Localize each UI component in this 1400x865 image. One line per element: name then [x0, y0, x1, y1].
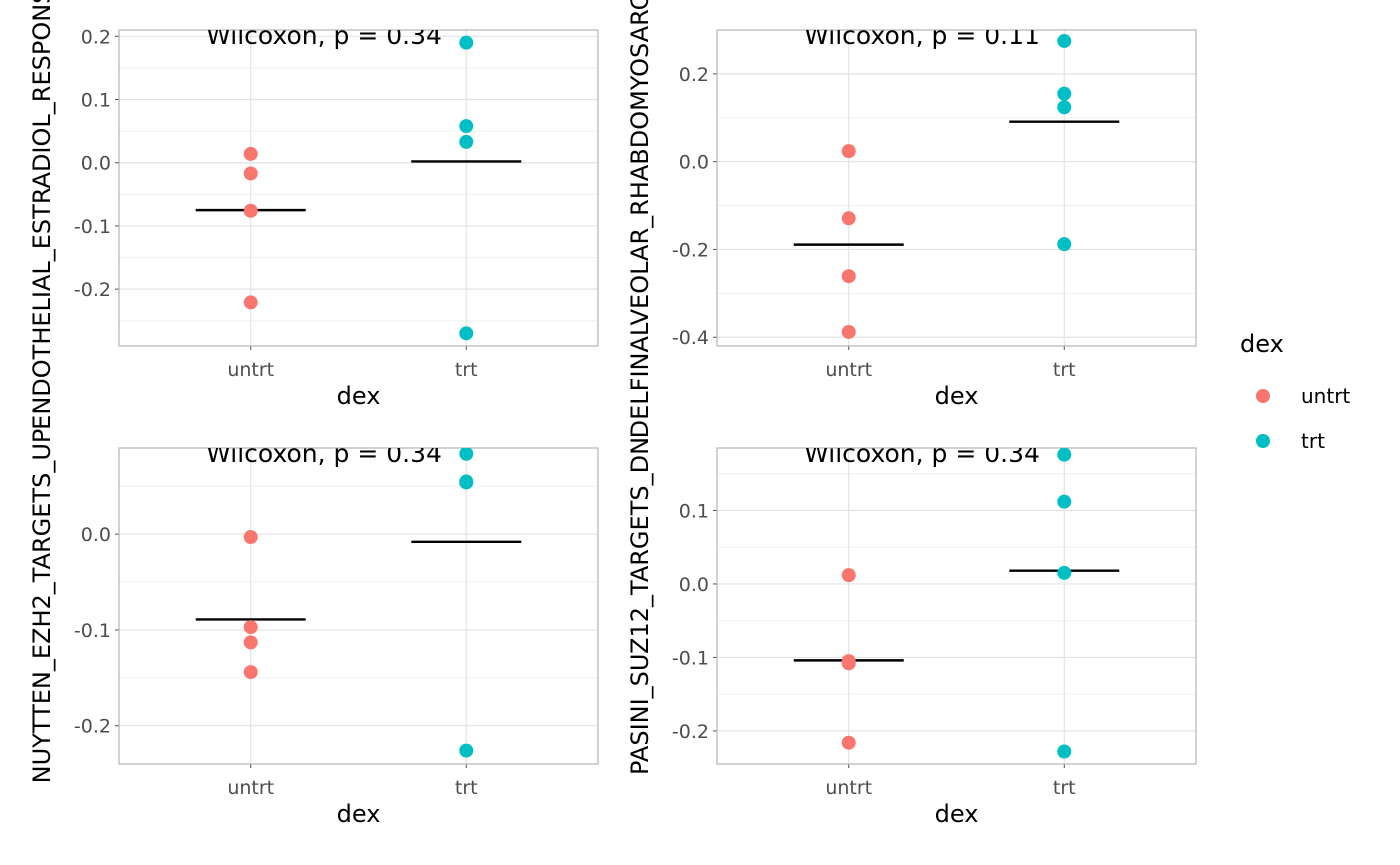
legend-label-untrt: untrt: [1301, 384, 1350, 408]
x-tick-label: untrt: [825, 359, 872, 381]
data-point-untrt: [841, 735, 856, 750]
x-tick-label: trt: [455, 777, 478, 799]
panel-border: [118, 29, 599, 347]
x-axis-title: dex: [337, 800, 381, 828]
data-point-untrt: [243, 203, 258, 218]
panel-4: -0.2 -0.1 0.0 0.1 untrt trt Wilcoxon, p = 0.34…: [626, 437, 1197, 828]
data-point-untrt: [841, 656, 856, 671]
data-point-trt: [1057, 744, 1072, 759]
x-tick-label: trt: [1053, 777, 1076, 799]
data-point-untrt: [841, 324, 856, 339]
panel-1: -0.2 -0.1 0.0 0.1 0.2 untrt trt Wilcoxon, p = 0…: [28, 0, 599, 430]
x-axis-title: dex: [935, 382, 979, 410]
data-point-trt: [459, 35, 474, 50]
panel-3: -0.2 -0.1 0.0 untrt trt Wilcoxon, p = 0.34 dex…: [28, 429, 599, 828]
legend-key-trt: [1256, 434, 1270, 448]
y-tick-label: -0.2: [74, 716, 111, 738]
data-point-trt: [1057, 86, 1072, 101]
y-axis-title: NUYTTEN_EZH2_TARGETS_UP: [28, 429, 56, 784]
data-point-untrt: [243, 620, 258, 635]
stat-annotation: Wilcoxon, p = 0.34: [804, 439, 1040, 468]
y-tick-label: -0.2: [672, 239, 709, 261]
x-axis-title: dex: [337, 382, 381, 410]
panel-border: [118, 447, 599, 765]
y-tick-label: 0.0: [81, 524, 111, 546]
stat-annotation: Wilcoxon, p = 0.34: [206, 21, 442, 50]
data-point-trt: [459, 119, 474, 134]
data-point-trt: [1057, 100, 1072, 115]
x-tick-label: trt: [1053, 359, 1076, 381]
y-axis-title: ENDOTHELIAL_ESTRADIOL_RESPONSE_2: [28, 0, 56, 430]
panel-border: [716, 29, 1197, 347]
x-tick-label: untrt: [227, 359, 274, 381]
data-point-trt: [459, 326, 474, 341]
legend-title: dex: [1240, 330, 1284, 358]
data-point-untrt: [243, 166, 258, 181]
legend: dex untrt trt: [1240, 330, 1350, 453]
data-point-trt: [1057, 494, 1072, 509]
data-point-trt: [1057, 33, 1072, 48]
y-axis-title: PASINI_SUZ12_TARGETS_DN: [626, 437, 654, 775]
data-point-untrt: [243, 295, 258, 310]
data-point-untrt: [841, 211, 856, 226]
panel-border: [716, 447, 1197, 765]
data-point-untrt: [841, 568, 856, 583]
panel-2: -0.4 -0.2 0.0 0.2 untrt trt Wilcoxon, p = 0.11…: [626, 0, 1197, 438]
x-tick-label: trt: [455, 359, 478, 381]
y-tick-label: 0.1: [81, 90, 111, 112]
data-point-untrt: [243, 665, 258, 680]
data-point-untrt: [841, 144, 856, 159]
y-tick-label: -0.1: [74, 620, 111, 642]
data-point-trt: [459, 134, 474, 149]
x-axis-title: dex: [935, 800, 979, 828]
y-tick-label: 0.0: [81, 153, 111, 175]
y-tick-label: 0.0: [679, 574, 709, 596]
data-point-untrt: [841, 269, 856, 284]
x-tick-label: untrt: [227, 777, 274, 799]
y-tick-label: 0.0: [679, 152, 709, 174]
y-tick-label: 0.2: [81, 26, 111, 48]
data-point-trt: [1057, 565, 1072, 580]
y-tick-label: 0.2: [679, 64, 709, 86]
legend-key-untrt: [1256, 389, 1270, 403]
y-tick-label: -0.1: [672, 647, 709, 669]
y-tick-label: -0.1: [74, 216, 111, 238]
x-tick-label: untrt: [825, 777, 872, 799]
data-point-untrt: [243, 146, 258, 161]
y-tick-label: -0.2: [672, 721, 709, 743]
y-tick-label: -0.2: [74, 279, 111, 301]
y-tick-label: -0.4: [672, 327, 709, 349]
data-point-untrt: [243, 635, 258, 650]
y-axis-title: DELFINALVEOLAR_RHABDOMYOSARCOMA: [626, 0, 654, 438]
stat-annotation: Wilcoxon, p = 0.11: [804, 21, 1040, 50]
data-point-trt: [1057, 448, 1072, 462]
data-point-trt: [1057, 237, 1072, 252]
data-point-trt: [459, 448, 474, 461]
data-point-untrt: [243, 530, 258, 545]
legend-label-trt: trt: [1301, 429, 1325, 453]
data-point-trt: [459, 475, 474, 490]
stat-annotation: Wilcoxon, p = 0.34: [206, 439, 442, 468]
data-point-trt: [459, 743, 474, 758]
y-tick-label: 0.1: [679, 500, 709, 522]
